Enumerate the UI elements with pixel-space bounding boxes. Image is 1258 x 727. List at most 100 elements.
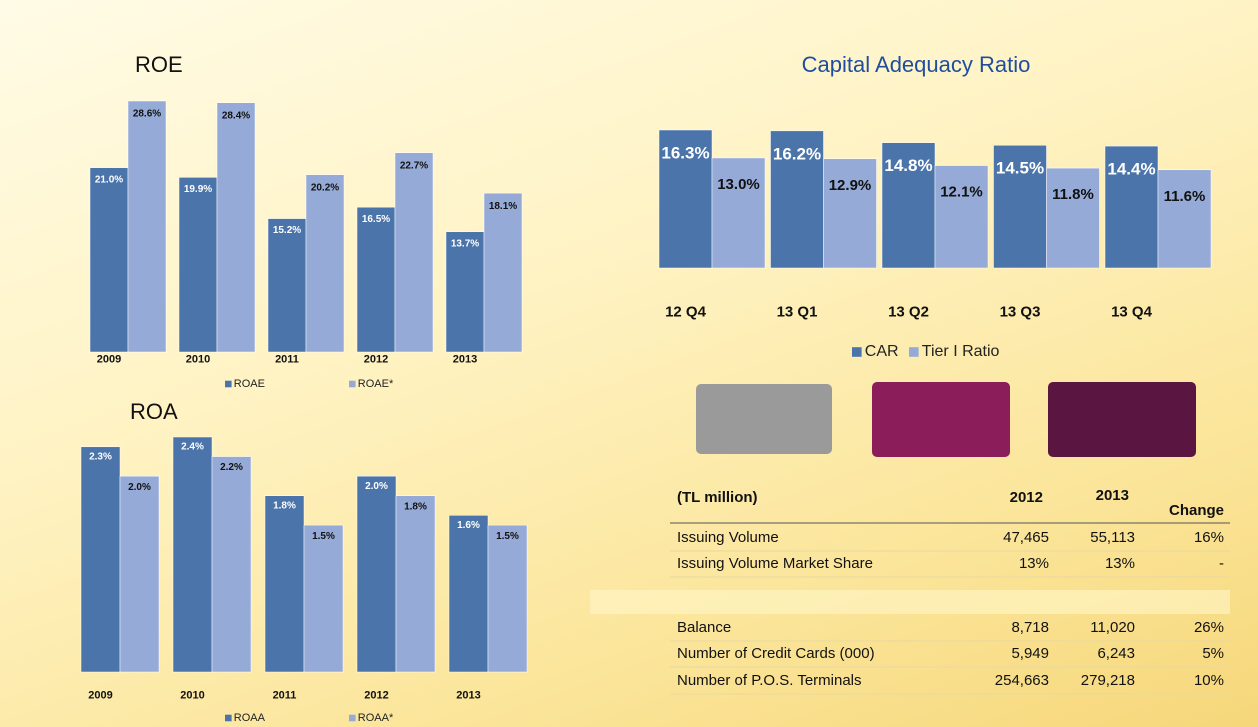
x-tick-label: 2012 [364, 689, 388, 701]
bar [211, 456, 252, 673]
data-label: 14.8% [884, 156, 932, 175]
data-label: 14.4% [1107, 160, 1155, 179]
bar [823, 158, 877, 269]
data-label: 2.2% [220, 462, 243, 473]
table-cell: 13% [1105, 555, 1135, 572]
x-tick-label: 2010 [180, 689, 204, 701]
table-cell: 47,465 [1003, 529, 1049, 546]
legend-swatch [225, 714, 232, 722]
legend-label: ROAE* [358, 378, 394, 390]
bar [394, 152, 434, 353]
bar [127, 100, 167, 353]
data-label: 2.3% [89, 451, 112, 462]
data-label: 2.4% [181, 442, 204, 453]
bar [356, 206, 396, 353]
chart-title: ROE [135, 52, 183, 77]
bar [80, 446, 121, 673]
x-tick-label: 2013 [456, 689, 480, 701]
data-label: 21.0% [95, 174, 123, 185]
table-cell: 254,663 [995, 672, 1049, 689]
table-cell: Number of Credit Cards (000) [677, 645, 875, 662]
table-header: 2012 [1010, 489, 1043, 506]
chart-title: Capital Adequacy Ratio [802, 52, 1031, 77]
bar [216, 102, 256, 353]
table-cell: 6,243 [1097, 645, 1135, 662]
bar [303, 524, 344, 673]
data-label: 1.5% [312, 531, 335, 542]
legend-label: ROAE [234, 378, 265, 390]
legend-swatch [225, 380, 232, 388]
bar [178, 177, 218, 353]
bar [881, 142, 936, 269]
bar [483, 192, 523, 353]
x-tick-label: 13 Q4 [1111, 303, 1153, 320]
bar [89, 167, 129, 353]
x-tick-label: 2010 [186, 353, 210, 365]
blank-row [590, 590, 1230, 614]
data-label: 1.6% [457, 520, 480, 531]
table-cell: 10% [1194, 672, 1224, 689]
table-header: 2013 [1096, 487, 1129, 504]
data-label: 2.0% [128, 482, 151, 493]
legend-swatch [349, 380, 356, 388]
bar [487, 524, 528, 673]
data-label: 13.0% [717, 176, 760, 193]
data-label: 11.8% [1052, 186, 1094, 203]
data-label: 14.5% [996, 159, 1044, 178]
data-label: 16.3% [661, 143, 709, 162]
table-cell: 5,949 [1011, 645, 1049, 662]
table-cell: 5% [1202, 645, 1224, 662]
table-header: (TL million) [677, 489, 758, 506]
x-tick-label: 13 Q2 [888, 303, 929, 320]
data-label: 22.7% [400, 160, 428, 171]
table-cell: Issuing Volume Market Share [677, 555, 873, 572]
data-label: 1.8% [404, 501, 427, 512]
data-label: 28.6% [133, 109, 161, 120]
legend-swatch [852, 347, 862, 357]
data-label: 1.8% [273, 500, 296, 511]
bar [264, 495, 305, 673]
table-cell: Balance [677, 619, 731, 636]
x-tick-label: 2011 [273, 689, 297, 701]
card [872, 382, 1010, 457]
data-label: 1.5% [496, 531, 519, 542]
data-label: 19.9% [184, 184, 212, 195]
table-cell: 16% [1194, 529, 1224, 546]
bar [267, 218, 307, 353]
table-header: Change [1169, 502, 1224, 519]
bar [934, 165, 989, 269]
legend-swatch [349, 714, 356, 722]
card [696, 384, 832, 454]
data-label: 13.7% [451, 238, 479, 249]
data-label: 12.1% [940, 184, 983, 201]
data-label: 16.5% [362, 214, 390, 225]
table-cell: 55,113 [1090, 529, 1135, 546]
data-label: 28.4% [222, 110, 250, 121]
legend-label: ROAA [234, 712, 266, 724]
table-cell: 11,020 [1090, 619, 1135, 636]
x-tick-label: 2009 [97, 353, 121, 365]
x-tick-label: 2011 [275, 353, 299, 365]
table-cell: 8,718 [1011, 619, 1049, 636]
chart-title: ROA [130, 399, 178, 424]
card-images [590, 382, 1230, 614]
x-tick-label: 13 Q1 [777, 303, 818, 320]
bar [445, 231, 485, 353]
bar [711, 157, 766, 269]
data-label: 16.2% [773, 144, 821, 163]
bar [395, 495, 436, 673]
table-cell: 279,218 [1081, 672, 1135, 689]
bar [770, 130, 824, 269]
table-cell: 26% [1194, 619, 1224, 636]
table-cell: Issuing Volume [677, 529, 779, 546]
x-tick-label: 2009 [88, 689, 112, 701]
table-cell: Number of P.O.S. Terminals [677, 672, 862, 689]
data-label: 2.0% [365, 481, 388, 492]
x-tick-label: 12 Q4 [665, 303, 707, 320]
data-label: 11.6% [1164, 188, 1206, 205]
table-cell: 13% [1019, 555, 1049, 572]
bar [119, 475, 160, 673]
bar [1157, 169, 1212, 269]
